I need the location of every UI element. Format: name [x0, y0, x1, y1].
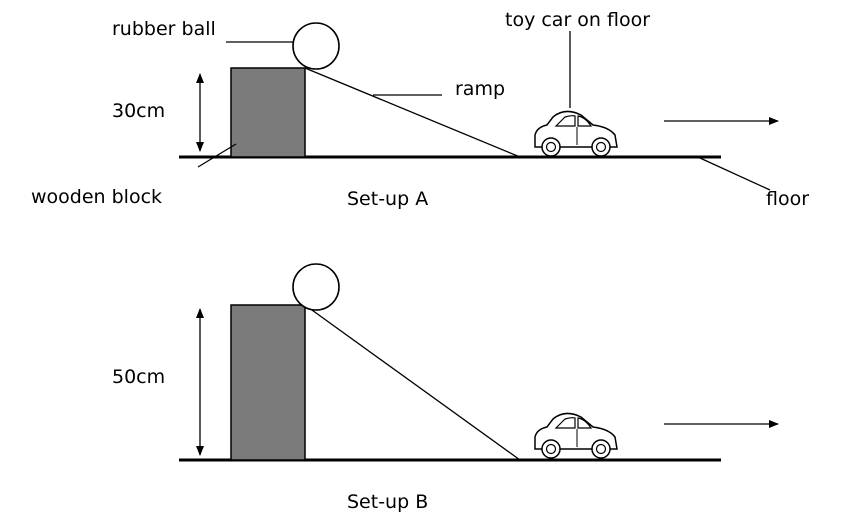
rubber-ball-label: rubber ball	[112, 18, 216, 40]
toy-car-a	[534, 110, 618, 157]
rubber-ball-b	[292, 263, 340, 311]
toy-car-label: toy car on floor	[505, 9, 650, 31]
wooden-block-label: wooden block	[31, 186, 162, 208]
wooden-block-b	[230, 304, 306, 461]
setup-a-title: Set-up A	[347, 188, 428, 210]
height-label-b: 50cm	[112, 366, 165, 388]
rubber-ball-a	[292, 22, 340, 70]
toy-car-b	[534, 412, 618, 459]
setup-b: 50cm Set-up B	[112, 263, 779, 513]
ramp-label: ramp	[455, 78, 505, 100]
floor-label: floor	[766, 188, 809, 210]
setup-a: 30cm rubber ball ramp toy car on floor w…	[31, 9, 809, 210]
height-label-a: 30cm	[112, 100, 165, 122]
floor-pointer	[699, 157, 771, 191]
ramp-a	[304, 67, 521, 158]
setup-b-title: Set-up B	[347, 491, 428, 513]
ramp-b	[304, 304, 521, 461]
wooden-block-pointer	[197, 143, 237, 168]
wooden-block-a	[230, 67, 306, 158]
